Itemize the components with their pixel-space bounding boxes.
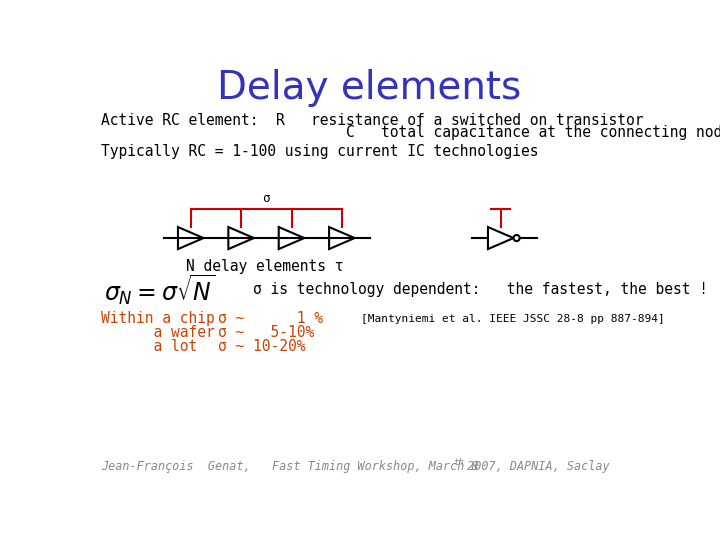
Text: Within a chip: Within a chip (101, 312, 215, 326)
Text: $\sigma_N = \sigma\sqrt{N}$: $\sigma_N = \sigma\sqrt{N}$ (104, 272, 215, 307)
Text: a lot: a lot (101, 339, 197, 354)
Text: Active RC element:  R   resistance of a switched on transistor: Active RC element: R resistance of a swi… (101, 113, 644, 128)
Text: th: th (453, 458, 464, 468)
Text: C   total capacitance at the connecting node: C total capacitance at the connecting no… (101, 125, 720, 140)
Text: Jean-François  Genat,   Fast Timing Workshop, March 8: Jean-François Genat, Fast Timing Worksho… (101, 460, 479, 473)
Text: N delay elements τ: N delay elements τ (186, 259, 343, 274)
Text: σ ~ 10-20%: σ ~ 10-20% (218, 339, 305, 354)
Text: Typically RC = 1-100 using current IC technologies: Typically RC = 1-100 using current IC te… (101, 144, 539, 159)
Text: 2007, DAPNIA, Saclay: 2007, DAPNIA, Saclay (461, 460, 610, 473)
Text: σ is technology dependent:   the fastest, the best !: σ is technology dependent: the fastest, … (253, 282, 708, 297)
Text: [Mantyniemi et al. IEEE JSSC 28-8 pp 887-894]: [Mantyniemi et al. IEEE JSSC 28-8 pp 887… (361, 314, 665, 324)
Text: a wafer: a wafer (101, 325, 215, 340)
Text: σ ~      1 %: σ ~ 1 % (218, 312, 323, 326)
Text: σ: σ (263, 192, 270, 205)
Text: Delay elements: Delay elements (217, 69, 521, 107)
Text: σ ~   5-10%: σ ~ 5-10% (218, 325, 314, 340)
